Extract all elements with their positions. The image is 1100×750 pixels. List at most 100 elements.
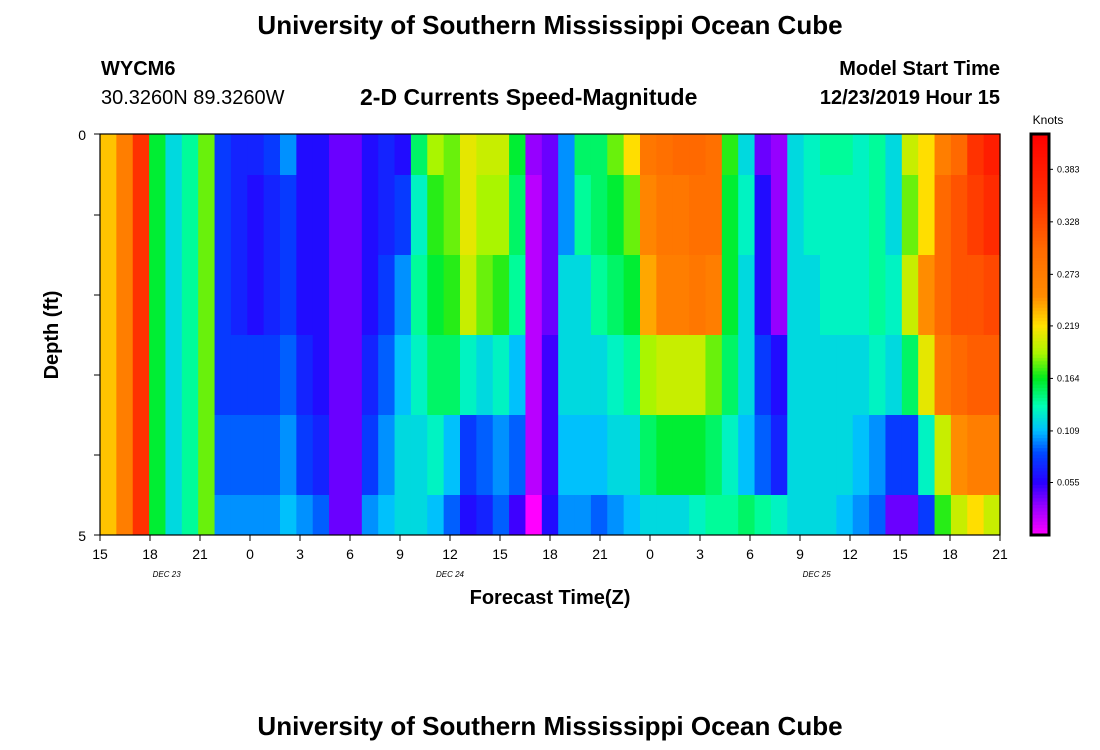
heatmap-cell bbox=[934, 335, 952, 416]
heatmap-cell bbox=[820, 134, 837, 176]
heatmap-cell bbox=[378, 134, 396, 176]
colorbar-segment bbox=[1031, 177, 1049, 182]
heatmap-cell bbox=[721, 175, 739, 256]
colorbar-segment bbox=[1031, 160, 1049, 165]
heatmap-cell bbox=[820, 415, 837, 496]
heatmap-cell bbox=[721, 415, 739, 496]
heatmap-cell bbox=[230, 134, 248, 176]
heatmap-cell bbox=[280, 255, 297, 336]
heatmap-cell bbox=[754, 134, 772, 176]
heatmap-cell bbox=[852, 134, 870, 176]
colorbar-segment bbox=[1031, 190, 1049, 195]
heatmap-cell bbox=[852, 415, 870, 496]
heatmap-cell bbox=[770, 335, 788, 416]
colorbar-segment bbox=[1031, 294, 1049, 299]
heatmap-cell bbox=[345, 255, 363, 336]
heatmap-cell bbox=[590, 255, 608, 336]
colorbar-segment bbox=[1031, 314, 1049, 319]
x-tick-label: 21 bbox=[992, 546, 1008, 562]
colorbar-segment bbox=[1031, 307, 1049, 312]
heatmap-cell bbox=[312, 495, 330, 536]
colorbar-segment bbox=[1031, 140, 1049, 145]
heatmap-cell bbox=[787, 415, 805, 496]
heatmap-cell bbox=[967, 335, 985, 416]
colorbar-segment bbox=[1031, 351, 1049, 356]
heatmap-cell bbox=[345, 495, 363, 536]
colorbar-segment bbox=[1031, 374, 1049, 379]
heatmap-cell bbox=[296, 134, 314, 176]
colorbar-segment bbox=[1031, 421, 1049, 426]
heatmap-cell bbox=[950, 335, 968, 416]
heatmap-cell bbox=[754, 175, 772, 256]
heatmap-cell bbox=[280, 415, 297, 496]
colorbar-segment bbox=[1031, 344, 1049, 349]
heatmap-cell bbox=[901, 495, 919, 536]
x-tick-label: 21 bbox=[192, 546, 208, 562]
heatmap-cell bbox=[100, 415, 117, 496]
colorbar-segment bbox=[1031, 331, 1049, 335]
heatmap-cell bbox=[852, 255, 870, 336]
x-tick-label: 3 bbox=[696, 546, 704, 562]
heatmap-cell bbox=[460, 335, 477, 416]
heatmap-cell bbox=[247, 175, 265, 256]
heatmap-cell bbox=[263, 255, 281, 336]
heatmap-cell bbox=[443, 335, 461, 416]
heatmap-cell bbox=[541, 495, 559, 536]
colorbar-segment bbox=[1031, 297, 1049, 302]
heatmap-cell bbox=[181, 175, 199, 256]
heatmap-cell bbox=[427, 335, 445, 416]
colorbar-segment bbox=[1031, 518, 1049, 523]
heatmap-cell bbox=[312, 335, 330, 416]
heatmap-cell bbox=[689, 495, 707, 536]
heatmap-cell bbox=[787, 255, 805, 336]
heatmap-cell bbox=[460, 175, 477, 256]
colorbar-segment bbox=[1031, 408, 1049, 412]
heatmap-cell bbox=[950, 495, 968, 536]
heatmap-cell bbox=[394, 335, 412, 416]
heatmap-cell bbox=[738, 495, 756, 536]
heatmap-cell bbox=[558, 175, 576, 256]
heatmap-cell bbox=[656, 255, 674, 336]
colorbar-segment bbox=[1031, 521, 1049, 526]
heatmap-cell bbox=[623, 134, 641, 176]
colorbar-segment bbox=[1031, 508, 1049, 513]
heatmap-cell bbox=[901, 255, 919, 336]
heatmap-cell bbox=[230, 175, 248, 256]
heatmap-cell bbox=[132, 415, 150, 496]
heatmap-cell bbox=[132, 335, 150, 416]
colorbar-segment bbox=[1031, 424, 1049, 429]
colorbar-segment bbox=[1031, 154, 1049, 158]
heatmap-cell bbox=[230, 255, 248, 336]
heatmap-cell bbox=[361, 255, 379, 336]
colorbar-segment bbox=[1031, 394, 1049, 399]
colorbar-segment bbox=[1031, 291, 1049, 295]
colorbar-segment bbox=[1031, 227, 1049, 232]
heatmap-cell bbox=[672, 335, 690, 416]
heatmap-cell bbox=[509, 415, 527, 496]
heatmap-cell bbox=[820, 335, 837, 416]
colorbar-segment bbox=[1031, 514, 1049, 519]
colorbar-segment bbox=[1031, 438, 1049, 442]
colorbar-segment bbox=[1031, 461, 1049, 466]
colorbar-segment bbox=[1031, 284, 1049, 289]
heatmap-cell bbox=[640, 495, 657, 536]
date-label: DEC 25 bbox=[803, 570, 832, 579]
heatmap-cell bbox=[132, 255, 150, 336]
heatmap-cell bbox=[460, 134, 477, 176]
heatmap-cell bbox=[983, 415, 1001, 496]
heatmap-cell bbox=[967, 134, 985, 176]
heatmap-cell bbox=[770, 495, 788, 536]
heatmap-cell bbox=[247, 255, 265, 336]
heatmap-cell bbox=[214, 495, 232, 536]
heatmap-cell bbox=[329, 134, 347, 176]
colorbar-tick-label: 0.383 bbox=[1057, 164, 1080, 174]
heatmap-cell bbox=[525, 134, 543, 176]
colorbar-segment bbox=[1031, 381, 1049, 386]
heatmap-cell bbox=[705, 335, 723, 416]
x-axis-label: Forecast Time(Z) bbox=[470, 587, 631, 609]
colorbar-segment bbox=[1031, 311, 1049, 315]
colorbar-segment bbox=[1031, 260, 1049, 265]
heatmap-cell bbox=[869, 415, 887, 496]
heatmap-cell bbox=[869, 255, 887, 336]
heatmap-cell bbox=[116, 134, 134, 176]
